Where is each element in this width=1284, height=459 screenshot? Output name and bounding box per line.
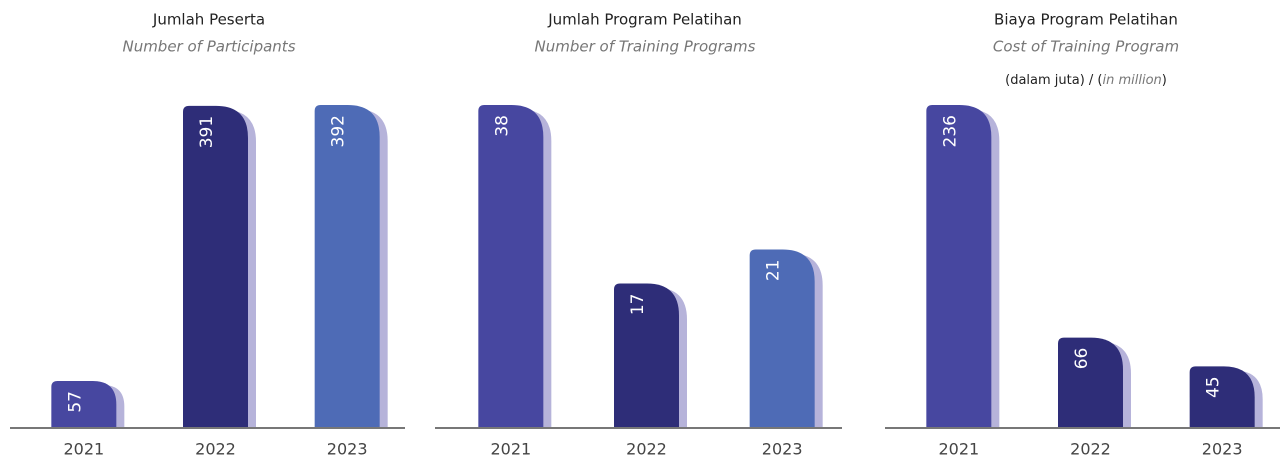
x-tick-label: 2022: [195, 440, 236, 459]
bar: [314, 105, 380, 428]
bar: [749, 249, 815, 428]
chart-subtitle: Number of Participants: [122, 38, 295, 56]
value-label: 21: [764, 260, 784, 282]
value-label: 38: [492, 115, 512, 137]
value-label: 17: [628, 294, 648, 316]
bar: [478, 105, 544, 428]
x-tick-label: 2023: [1202, 440, 1243, 459]
bar: [1189, 366, 1255, 428]
x-tick-label: 2022: [626, 440, 667, 459]
unit-note-part: (dalam juta) / (: [1005, 73, 1102, 88]
unit-note-part: ): [1162, 73, 1167, 88]
chart-subtitle: Number of Training Programs: [535, 38, 756, 56]
unit-note: (dalam juta) / (in million): [1005, 73, 1167, 88]
value-label: 57: [65, 391, 85, 413]
value-label: 236: [940, 115, 960, 147]
value-label: 45: [1204, 376, 1224, 398]
x-tick-label: 2021: [938, 440, 979, 459]
chart-title: Jumlah Peserta: [152, 11, 265, 29]
x-tick-label: 2023: [327, 440, 368, 459]
bar: [926, 105, 992, 428]
bar: [1058, 337, 1123, 428]
x-tick-label: 2021: [63, 440, 104, 459]
chart-subtitle: Cost of Training Program: [993, 38, 1179, 56]
value-label: 391: [197, 116, 217, 148]
value-label: 392: [329, 115, 349, 147]
x-tick-label: 2021: [490, 440, 531, 459]
chart-title: Biaya Program Pelatihan: [994, 11, 1178, 29]
bar: [51, 381, 117, 428]
value-label: 66: [1072, 348, 1092, 370]
x-tick-label: 2023: [762, 440, 803, 459]
unit-note-part: in million: [1103, 73, 1162, 88]
bar: [183, 105, 248, 429]
chart-title: Jumlah Program Pelatihan: [547, 11, 742, 29]
bar: [614, 283, 679, 428]
x-tick-label: 2022: [1070, 440, 1111, 459]
